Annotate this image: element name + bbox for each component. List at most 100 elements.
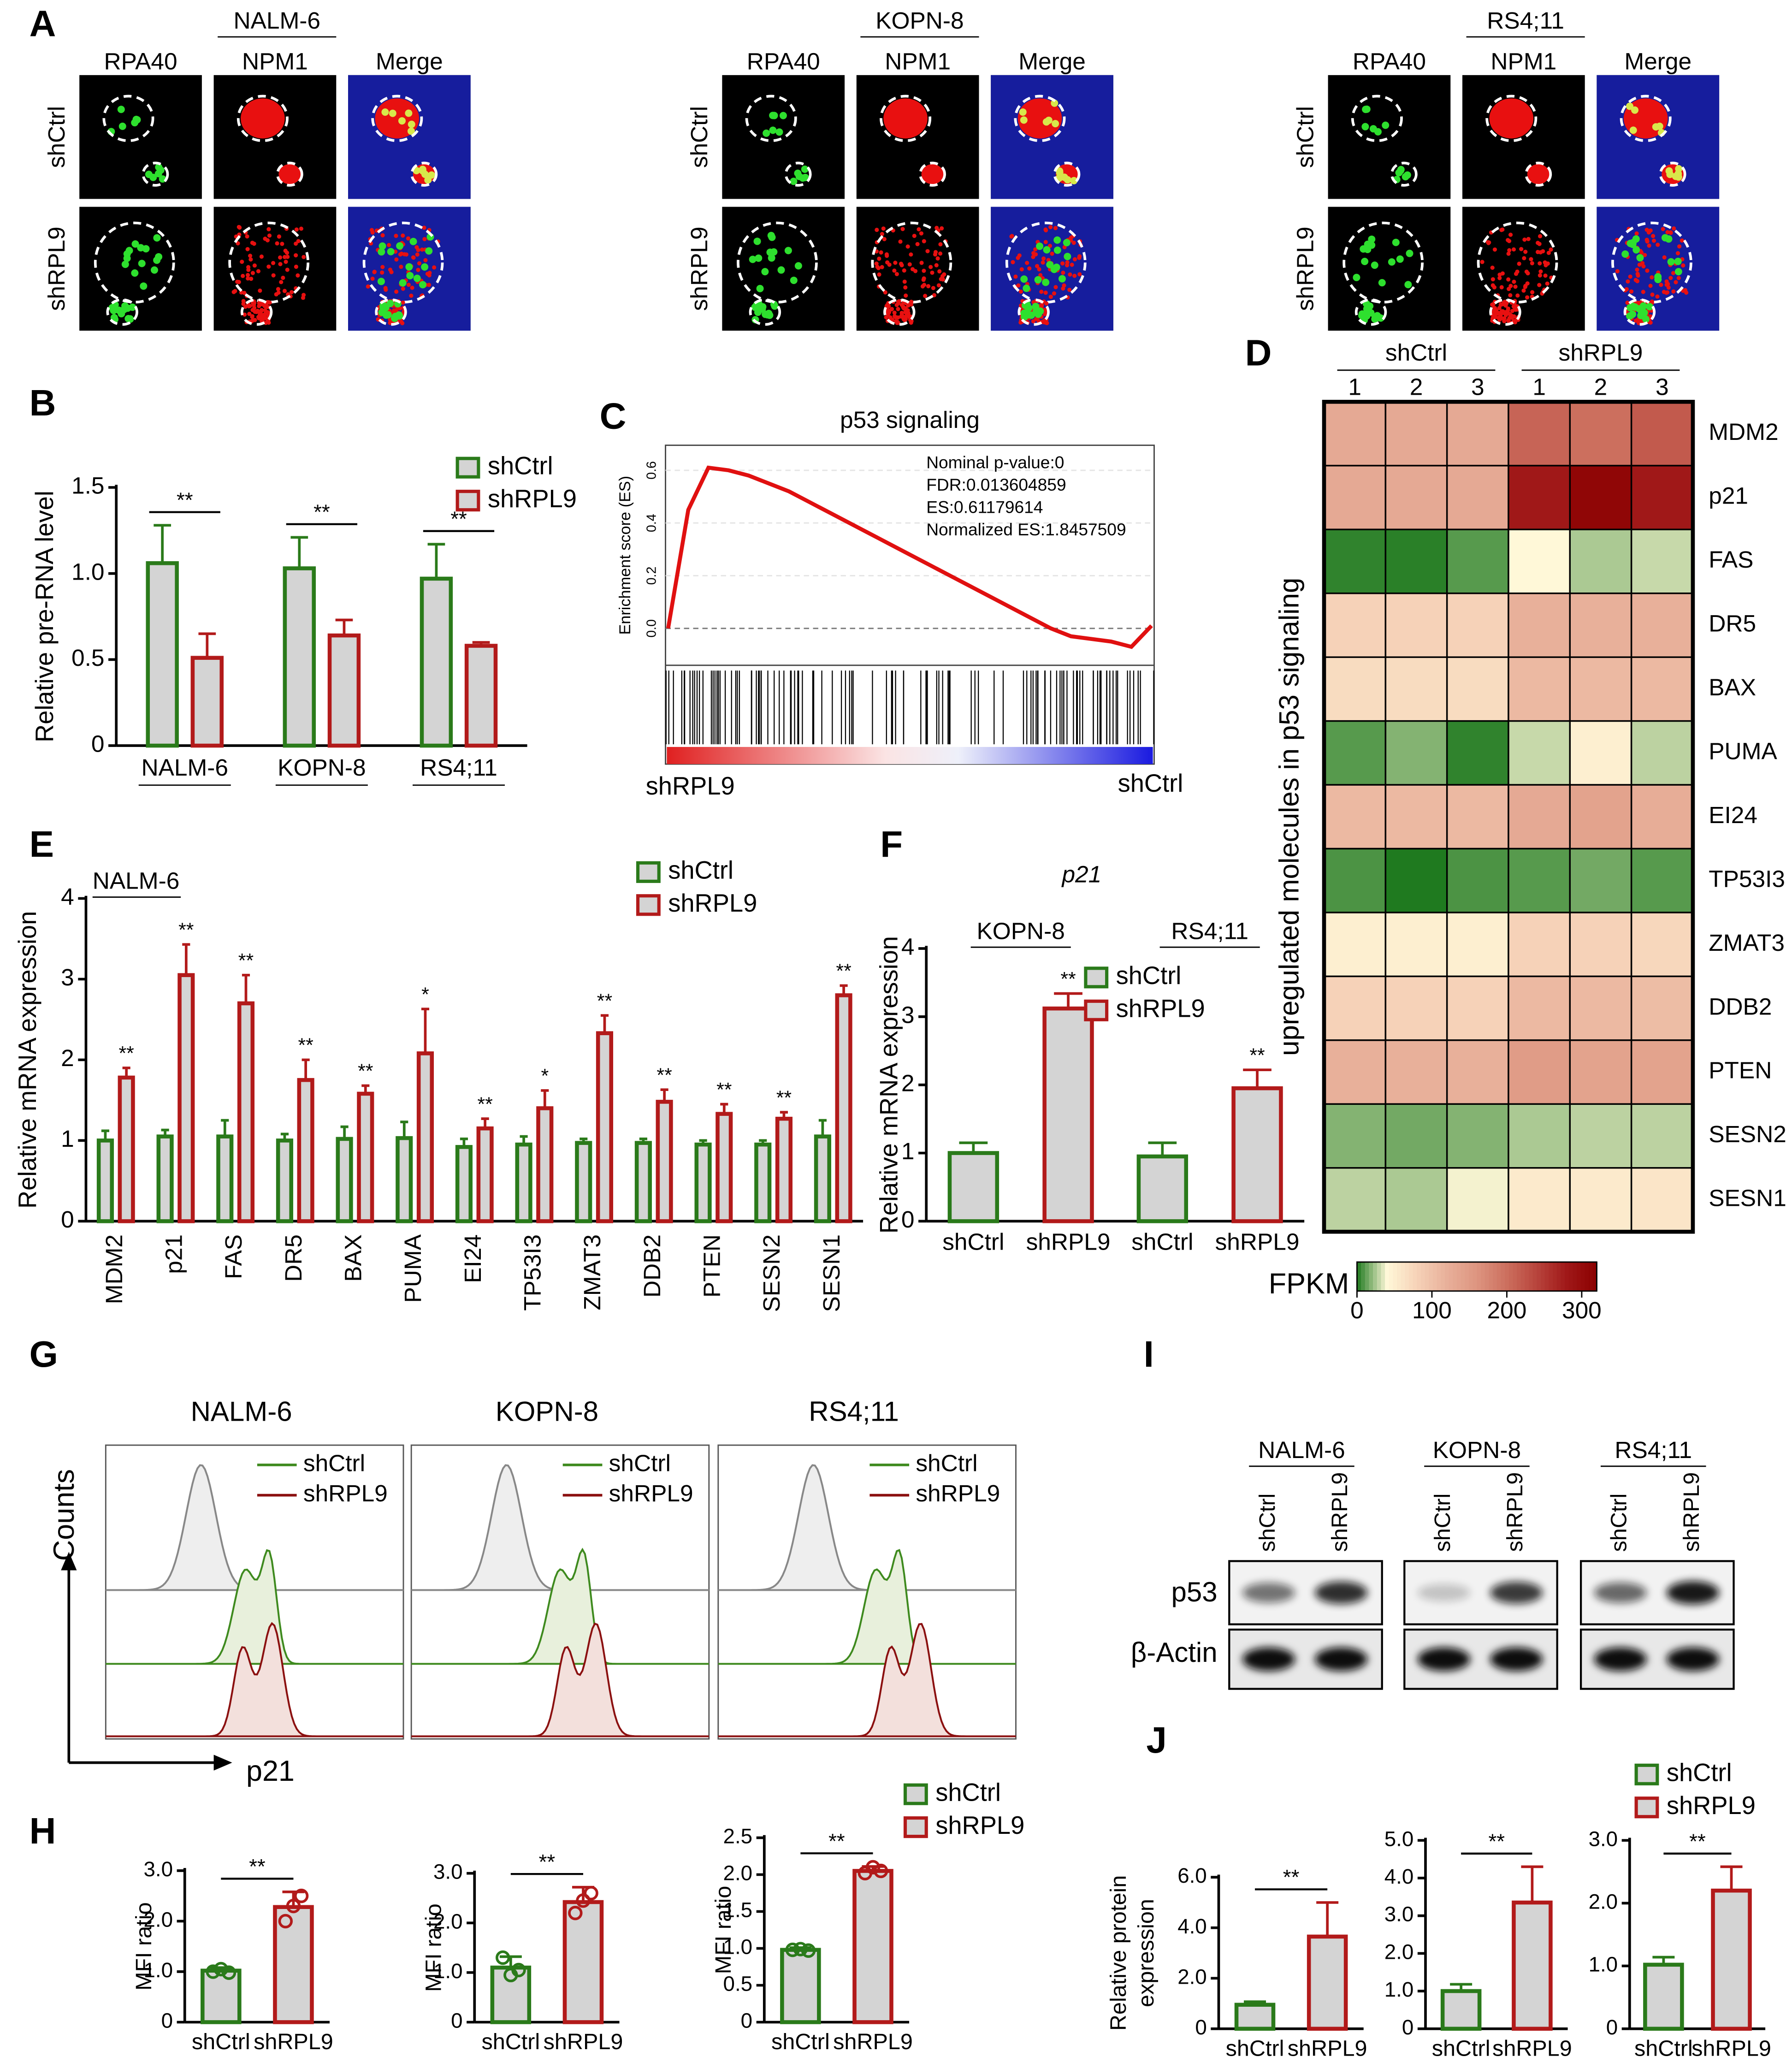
heatmap-cell xyxy=(1446,528,1509,594)
bar xyxy=(464,644,498,748)
panel-letter: A xyxy=(30,3,56,44)
colorbar-step xyxy=(1417,1262,1422,1291)
heatmap-cell xyxy=(1508,528,1571,594)
npm1-dot xyxy=(1493,315,1497,320)
npm1-dot xyxy=(877,256,881,261)
npm1-dot xyxy=(1507,287,1511,291)
heatmap-cell xyxy=(1630,401,1694,467)
rpa40-dot xyxy=(1369,125,1377,133)
bar xyxy=(634,1141,652,1223)
rpa40-dot xyxy=(1064,253,1071,261)
row-label: shCtrl xyxy=(686,106,712,168)
annotation: Nominal p-value:0 xyxy=(926,452,1064,472)
heatmap-cell xyxy=(1630,975,1694,1041)
significance: ** xyxy=(1689,1830,1706,1853)
npm1-dot xyxy=(401,286,405,291)
npm1-dot xyxy=(1538,273,1542,278)
colorbar-step xyxy=(1393,1262,1398,1291)
npm1-dot xyxy=(423,258,428,262)
heatmap-cell xyxy=(1384,848,1448,913)
legend-swatch xyxy=(1084,999,1109,1021)
rpa40-dot xyxy=(1396,255,1404,263)
colorbar-step xyxy=(1421,1262,1426,1291)
x-tick-label: DDB2 xyxy=(639,1234,665,1298)
npm1-dot xyxy=(1668,230,1673,235)
rpa40-dot xyxy=(124,304,131,312)
outline xyxy=(1053,161,1081,187)
colorbar-tick-label: 300 xyxy=(1562,1297,1602,1323)
row-label: shRPL9 xyxy=(43,226,70,311)
y-tick-label: 0 xyxy=(451,2009,462,2033)
npm1-dot xyxy=(278,262,283,267)
rpa40-dot xyxy=(1371,261,1378,269)
npm1-dot xyxy=(242,290,247,295)
npm1-dot xyxy=(380,270,384,275)
data-point xyxy=(584,1885,598,1901)
npm1-dot xyxy=(258,288,262,293)
rpa40-dot xyxy=(1053,246,1061,254)
npm1-dot xyxy=(893,261,898,265)
npm1-dot xyxy=(296,273,300,278)
rpa40-dot xyxy=(381,108,389,116)
npm1-dot xyxy=(1067,287,1072,292)
npm1-dot xyxy=(938,242,943,247)
axis-label: Counts xyxy=(48,1469,80,1561)
rpa40-dot xyxy=(1392,238,1400,246)
legend-label: shCtrl xyxy=(668,856,733,884)
legend-swatch xyxy=(636,861,661,883)
lane-label: shCtrl xyxy=(1607,1494,1632,1552)
colorbar-step xyxy=(1553,1262,1558,1291)
npm1-dot xyxy=(1044,301,1049,306)
outline xyxy=(871,221,952,304)
y-tick-label: 1.0 xyxy=(143,1958,173,1982)
npm1-dot xyxy=(1674,280,1678,285)
npm1-dot xyxy=(283,255,287,260)
colorbar-step xyxy=(1525,1262,1530,1291)
npm1-dot xyxy=(885,254,889,258)
row-label: DR5 xyxy=(1709,610,1756,637)
heatmap-cell xyxy=(1384,1167,1448,1233)
bar-label: shRPL9 xyxy=(1026,1228,1111,1255)
outline xyxy=(784,161,812,187)
annotation: Normalized ES:1.8457509 xyxy=(926,520,1126,539)
npm1-dot xyxy=(1485,240,1490,244)
colorbar-step xyxy=(1589,1262,1594,1291)
colorbar-step xyxy=(1449,1262,1454,1291)
histogram-frame xyxy=(105,1444,404,1740)
npm1-dot xyxy=(394,233,398,238)
y-tick-label: 2 xyxy=(901,1069,915,1096)
npm1-dot xyxy=(906,311,911,315)
npm1-dot xyxy=(252,241,256,246)
npm1-dot xyxy=(919,261,924,265)
heatmap-cell xyxy=(1323,465,1387,530)
x-end-label: shCtrl xyxy=(1118,769,1183,797)
npm1-dot xyxy=(883,290,887,295)
npm1-dot xyxy=(233,289,237,293)
y-axis-label: Relative mRNA expression xyxy=(13,911,41,1209)
npm1-dot xyxy=(1496,311,1500,316)
x-tick-label: FAS xyxy=(220,1234,247,1279)
rpa40-dot xyxy=(399,279,407,287)
npm1-dot xyxy=(1071,240,1076,245)
npm1-dot xyxy=(1072,257,1077,261)
npm1-dot xyxy=(380,265,385,269)
heatmap-cell xyxy=(1384,465,1448,530)
row-label: SESN1 xyxy=(1709,1185,1786,1211)
npm1-dot xyxy=(1637,262,1642,267)
colorbar-step xyxy=(1409,1262,1414,1291)
bar xyxy=(1136,1154,1189,1223)
npm1-dot xyxy=(246,267,251,272)
colorbar-step xyxy=(1529,1262,1534,1291)
npm1-dot xyxy=(252,263,257,268)
rpa40-dot xyxy=(155,163,163,171)
colorbar-step xyxy=(1357,1262,1362,1291)
y-tick-label: 1.0 xyxy=(723,1935,753,1959)
npm1-dot xyxy=(880,231,884,237)
outline xyxy=(240,298,273,326)
npm1-dot xyxy=(881,226,886,231)
y-tick-label: 3.0 xyxy=(1589,1827,1618,1850)
heatmap-cell xyxy=(1569,975,1632,1041)
npm1-dot xyxy=(1529,257,1533,261)
heatmap-cell xyxy=(1630,720,1694,786)
colorbar-step xyxy=(1397,1262,1402,1291)
